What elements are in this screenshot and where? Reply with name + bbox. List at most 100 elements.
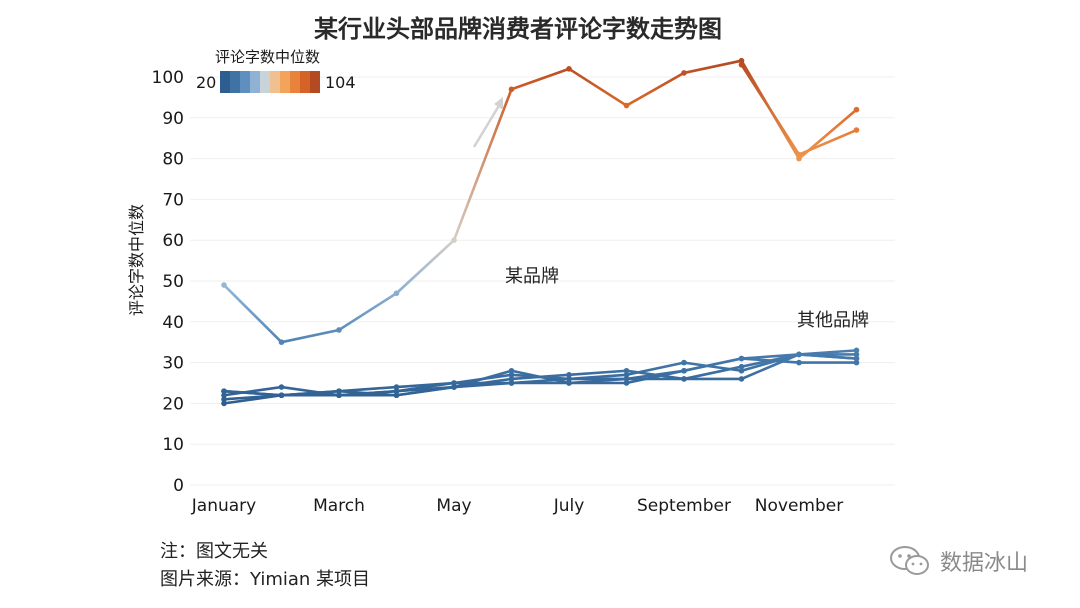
y-tick-label: 10 bbox=[162, 435, 184, 455]
data-point bbox=[566, 66, 572, 72]
x-tick-label: September bbox=[637, 496, 731, 516]
y-axis-label: 评论字数中位数 bbox=[127, 204, 146, 316]
data-point bbox=[566, 376, 572, 382]
data-point bbox=[681, 70, 687, 76]
series-line-segment bbox=[682, 357, 743, 373]
data-point bbox=[738, 367, 745, 374]
data-point bbox=[738, 376, 745, 382]
data-point bbox=[336, 388, 342, 394]
data-point bbox=[796, 359, 802, 366]
series-line-segment bbox=[222, 283, 283, 344]
data-point bbox=[853, 355, 860, 362]
legend-color-scale bbox=[220, 71, 320, 93]
x-tick-label: November bbox=[755, 496, 843, 516]
legend-swatch bbox=[270, 71, 280, 93]
data-point bbox=[336, 392, 342, 399]
data-point bbox=[738, 61, 745, 68]
watermark-text: 数据冰山 bbox=[940, 551, 1029, 576]
legend-swatch bbox=[250, 71, 260, 93]
series-line-segment bbox=[510, 67, 571, 91]
data-point bbox=[623, 372, 630, 378]
series-line-segment bbox=[452, 381, 513, 389]
data-point bbox=[566, 372, 572, 378]
x-tick-label: March bbox=[313, 496, 365, 516]
data-point bbox=[623, 367, 630, 374]
series-line-segment bbox=[337, 389, 398, 397]
data-point bbox=[393, 384, 400, 390]
data-point bbox=[796, 351, 802, 358]
other-brand-series bbox=[221, 351, 860, 399]
y-tick-label: 30 bbox=[162, 354, 184, 374]
data-point bbox=[393, 388, 400, 394]
series-line-segment bbox=[625, 71, 686, 107]
y-tick-label: 80 bbox=[162, 150, 184, 170]
chart-title: 某行业头部品牌消费者评论字数走势图 bbox=[314, 15, 722, 43]
data-point bbox=[221, 282, 227, 288]
data-point bbox=[278, 392, 285, 399]
x-tick-label: July bbox=[553, 496, 585, 516]
data-point bbox=[623, 380, 630, 386]
brand-series bbox=[738, 61, 860, 158]
data-point bbox=[623, 376, 630, 382]
data-point bbox=[451, 237, 457, 243]
color-legend: 评论字数中位数 20 104 bbox=[196, 48, 356, 93]
data-point bbox=[221, 396, 227, 403]
data-point bbox=[853, 359, 860, 366]
data-point bbox=[508, 376, 515, 382]
legend-swatch bbox=[280, 71, 290, 93]
data-point bbox=[393, 290, 400, 297]
legend-swatch bbox=[290, 71, 300, 93]
series-line-segment bbox=[280, 328, 341, 344]
other-brand-series bbox=[221, 355, 860, 407]
data-point bbox=[221, 388, 227, 394]
data-point bbox=[853, 127, 860, 133]
y-tick-label: 70 bbox=[162, 190, 184, 210]
data-point bbox=[853, 347, 860, 354]
series-line-segment bbox=[797, 128, 858, 156]
y-tick-label: 100 bbox=[152, 68, 184, 88]
others-annotation: 其他品牌 bbox=[797, 310, 869, 331]
legend-swatch bbox=[230, 71, 240, 93]
series-line-segment bbox=[452, 369, 513, 389]
y-tick-label: 60 bbox=[162, 231, 184, 251]
series-line-segment bbox=[337, 385, 398, 393]
legend-min-label: 20 bbox=[196, 73, 216, 92]
series-line-segment bbox=[682, 59, 743, 75]
other-brand-series bbox=[221, 347, 860, 399]
series-line-segment bbox=[452, 87, 513, 242]
data-point bbox=[508, 86, 515, 93]
series-line-segment bbox=[625, 369, 686, 385]
legend-swatch bbox=[240, 71, 250, 93]
series-line-segment bbox=[510, 377, 571, 385]
data-point bbox=[796, 155, 802, 162]
data-point bbox=[796, 151, 802, 158]
legend-swatch bbox=[310, 71, 320, 93]
data-point bbox=[853, 351, 860, 358]
source-text: 图片来源：Yimian 某项目 bbox=[160, 569, 371, 590]
series-line-segment bbox=[280, 385, 341, 397]
watermark: 数据冰山 bbox=[888, 543, 1028, 579]
data-point bbox=[853, 106, 860, 113]
data-point bbox=[681, 376, 687, 382]
data-point bbox=[738, 355, 745, 362]
series-line-segment bbox=[567, 369, 628, 377]
y-tick-label: 40 bbox=[162, 313, 184, 333]
legend-swatch bbox=[260, 71, 270, 93]
highlight-arrow bbox=[472, 97, 503, 148]
series-layer bbox=[221, 57, 860, 407]
data-point bbox=[508, 372, 515, 378]
series-line-segment bbox=[740, 63, 801, 156]
y-tick-label: 50 bbox=[162, 272, 184, 292]
x-axis-ticks: January March May July September November bbox=[191, 496, 843, 516]
series-line-segment bbox=[222, 385, 283, 397]
legend-swatch bbox=[300, 71, 310, 93]
data-point bbox=[221, 400, 227, 407]
data-point bbox=[451, 384, 457, 390]
series-line-segment bbox=[280, 389, 341, 397]
series-line-segment bbox=[395, 381, 456, 393]
y-tick-label: 20 bbox=[162, 394, 184, 414]
note-text: 注：图文无关 bbox=[160, 541, 268, 562]
series-line-segment bbox=[222, 389, 283, 397]
data-point bbox=[336, 327, 342, 333]
